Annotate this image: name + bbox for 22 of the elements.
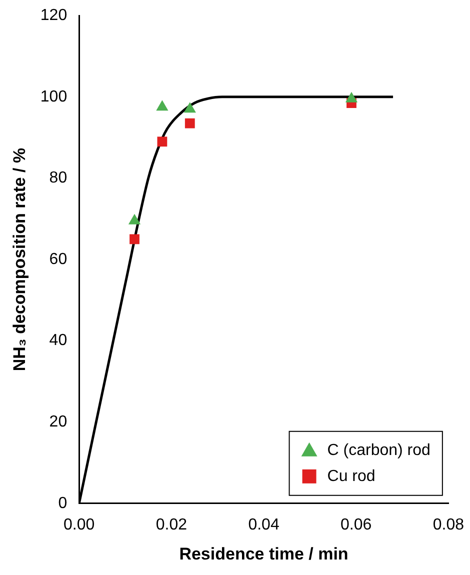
- y-tick-label: 120: [40, 7, 68, 24]
- y-tick-label: 40: [49, 332, 68, 350]
- y-tick-label: 60: [49, 250, 68, 268]
- y-tick-label: 80: [49, 170, 68, 187]
- y-tick-label: 20: [49, 414, 68, 431]
- y-tick-label: 100: [40, 88, 68, 106]
- legend-label: C (carbon) rod: [327, 442, 430, 459]
- x-tick-label: 0.00: [64, 516, 95, 534]
- point: [130, 234, 140, 244]
- x-axis-title: Residence time / min: [179, 544, 348, 564]
- y-tick-label: 0: [58, 494, 68, 512]
- x-tick-label: 0.06: [340, 516, 372, 534]
- x-tick-label: 0.08: [432, 516, 464, 534]
- x-tick-label: 0.02: [156, 516, 188, 534]
- point: [184, 102, 196, 113]
- point: [345, 92, 358, 102]
- legend-label: Cu rod: [327, 468, 376, 485]
- x-tick-label: 0.04: [248, 516, 280, 534]
- point: [184, 118, 195, 128]
- point: [157, 136, 168, 147]
- y-axis-title: NH₃ decomposition rate / %: [10, 148, 29, 372]
- point: [156, 100, 168, 111]
